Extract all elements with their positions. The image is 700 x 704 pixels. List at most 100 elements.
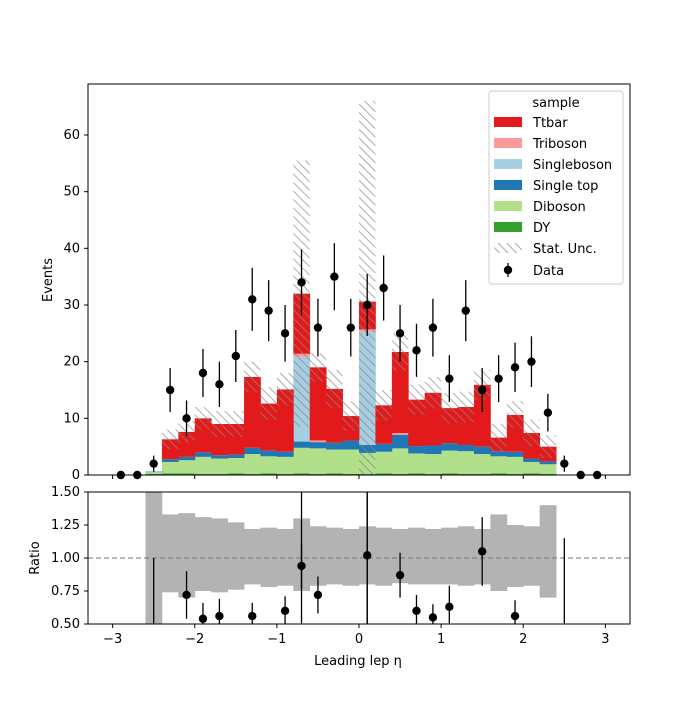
ratio-point <box>313 590 323 600</box>
stat-unc-band <box>326 370 343 408</box>
bar-diboson <box>473 454 491 474</box>
bar-dy <box>293 473 311 475</box>
bar-diboson <box>211 458 229 474</box>
data-point <box>363 300 372 310</box>
bar-single-top <box>375 443 393 452</box>
bar-dy <box>326 473 343 475</box>
bar-diboson <box>178 460 196 474</box>
bar-single-top <box>342 440 360 450</box>
ratio-unc-band <box>408 527 426 585</box>
y-axis-label: Events <box>41 258 56 302</box>
bar-dy <box>178 473 196 475</box>
stat-unc-band <box>309 353 327 382</box>
bar-dy <box>457 473 475 475</box>
data-point <box>182 414 191 423</box>
bar-dy <box>161 473 179 475</box>
legend-label-triboson: Triboson <box>532 137 587 152</box>
stat-unc-band <box>506 401 524 429</box>
bar-diboson <box>539 464 557 474</box>
ratio-unc-band <box>424 528 442 585</box>
bar-single-top <box>523 458 541 462</box>
ratio-point <box>297 561 306 571</box>
data-point <box>510 363 520 372</box>
stat-unc-band <box>260 387 277 421</box>
ratio-y-tick-label: 1.50 <box>51 485 80 500</box>
data-point <box>313 323 323 332</box>
bar-single-top <box>244 447 261 455</box>
stat-unc-band <box>424 376 442 409</box>
data-point <box>560 459 569 468</box>
ratio-y-tick-label: 0.50 <box>51 617 80 632</box>
data-point <box>477 385 487 395</box>
ratio-point <box>182 590 191 600</box>
bar-diboson <box>260 456 278 474</box>
x-tick-label: −3 <box>103 632 122 647</box>
bar-dy <box>523 473 541 475</box>
bar-single-top <box>391 434 409 449</box>
stat-unc-band <box>441 392 458 424</box>
legend-swatch-singleboson <box>494 159 522 169</box>
bar-single-top <box>457 444 475 452</box>
stat-unc-band <box>457 391 474 423</box>
data-point <box>461 306 470 315</box>
bar-diboson <box>244 454 261 474</box>
ratio-unc-band <box>260 527 278 588</box>
data-point <box>165 385 175 395</box>
bar-single-top <box>276 451 294 457</box>
bar-single-top <box>145 471 163 473</box>
bar-ttbar <box>391 352 409 434</box>
legend-swatch-dy <box>494 222 522 232</box>
data-point <box>543 408 553 417</box>
stat-unc-band <box>490 424 507 452</box>
legend-swatch-stat-unc <box>494 243 522 253</box>
legend-title: sample <box>532 96 579 111</box>
bar-single-top <box>326 442 343 450</box>
stat-unc-band <box>539 435 557 458</box>
stat-unc-band <box>276 373 294 406</box>
bar-diboson <box>441 450 458 474</box>
ratio-y-tick-label: 0.75 <box>51 584 80 599</box>
data-point <box>297 278 306 287</box>
stat-unc-band <box>211 410 228 438</box>
bar-diboson <box>457 451 475 474</box>
ratio-unc-band <box>227 522 245 590</box>
legend-label-stat-unc: Stat. Unc. <box>533 242 597 257</box>
ratio-point <box>198 614 208 623</box>
bar-dy <box>391 473 409 475</box>
ratio-unc-band <box>539 505 557 598</box>
bar-diboson <box>375 451 393 474</box>
data-point <box>494 374 503 383</box>
bar-dy <box>276 473 294 475</box>
x-tick-label: 2 <box>519 632 527 647</box>
bar-dy <box>424 473 442 475</box>
bar-ttbar <box>244 376 261 448</box>
legend-swatch-ttbar <box>494 117 522 127</box>
ratio-plot: 0.50 0.75 1.00 1.25 1.50 −3 −2 −1 0 1 2 3 <box>51 485 631 647</box>
bar-single-top <box>424 445 442 455</box>
bar-diboson <box>194 456 212 474</box>
bar-dy <box>441 473 458 475</box>
legend-swatch-diboson <box>494 201 522 211</box>
bar-single-top <box>178 456 196 461</box>
bar-single-top <box>194 452 212 457</box>
bar-single-top <box>408 446 426 454</box>
ratio-unc-band <box>457 526 475 586</box>
x-tick-label: −2 <box>185 632 204 647</box>
ratio-unc-band <box>375 527 393 586</box>
bar-diboson <box>276 456 294 474</box>
y-tick-label: 20 <box>63 355 80 370</box>
bar-single-top <box>539 461 557 465</box>
bar-ttbar <box>473 384 491 447</box>
x-tick-label: −1 <box>267 632 286 647</box>
stat-unc-band <box>244 361 261 393</box>
y-tick-label: 30 <box>63 298 80 313</box>
data-point <box>412 346 421 355</box>
bar-single-top <box>506 451 524 457</box>
ratio-unc-band <box>161 514 179 593</box>
bar-diboson <box>145 472 163 474</box>
bar-single-top <box>227 454 245 458</box>
bar-dy <box>490 473 508 475</box>
y-tick-label: 0 <box>72 468 80 483</box>
ratio-unc-band <box>309 526 327 586</box>
